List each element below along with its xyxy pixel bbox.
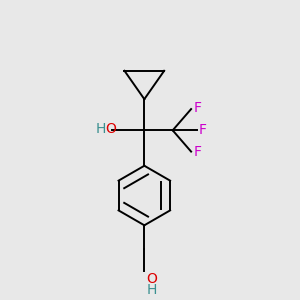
Text: H: H (96, 122, 106, 136)
Text: F: F (194, 146, 201, 159)
Text: O: O (147, 272, 158, 286)
Text: F: F (199, 123, 207, 137)
Text: H: H (147, 283, 157, 296)
Text: F: F (194, 101, 201, 115)
Text: O: O (105, 122, 116, 136)
